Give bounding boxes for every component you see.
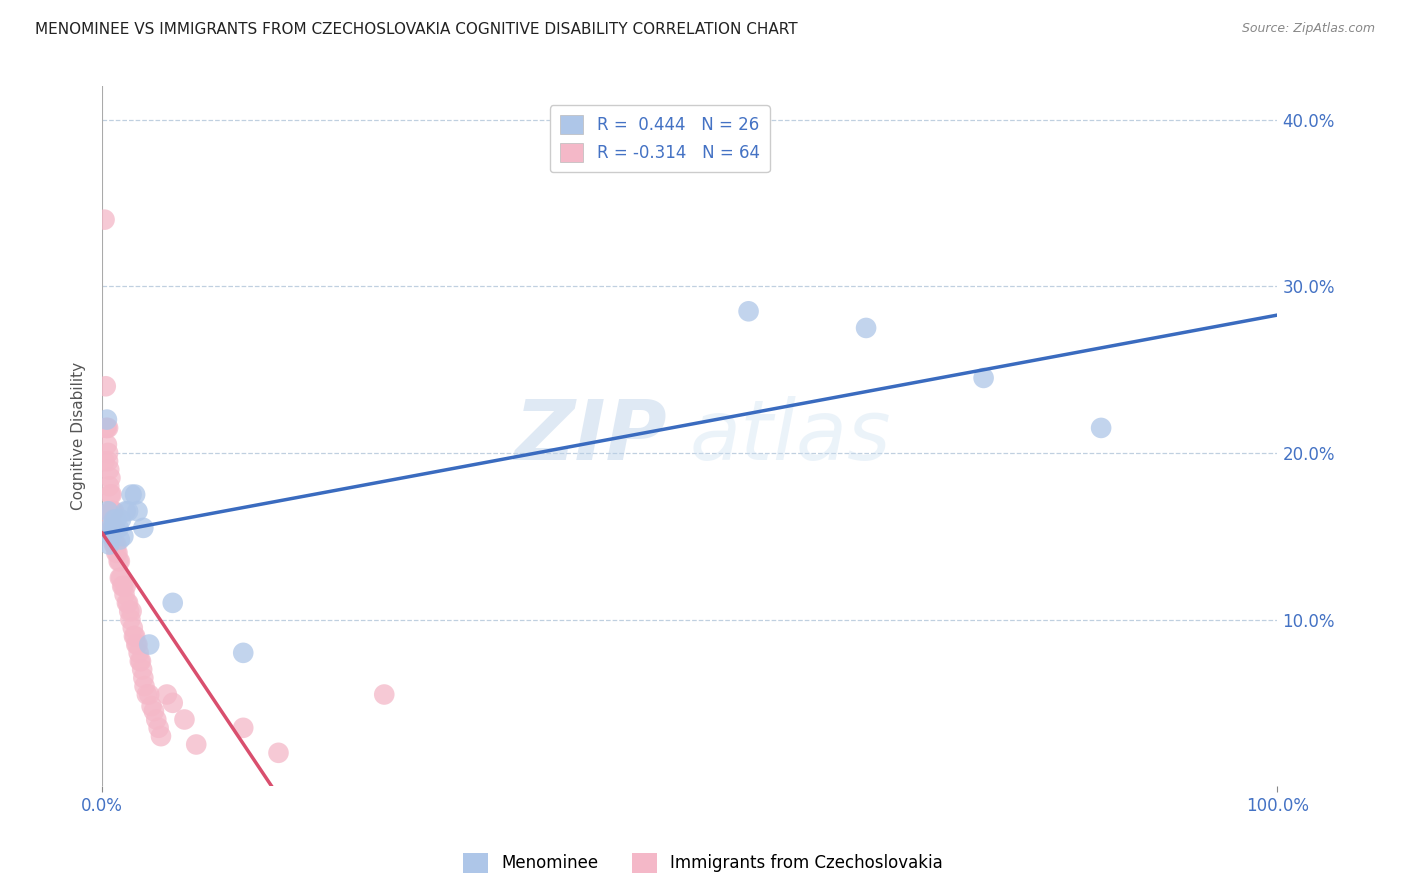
- Point: [142, 704, 165, 718]
- Point: [118, 604, 141, 618]
- Point: [1090, 421, 1112, 435]
- Point: [162, 596, 184, 610]
- Legend: R =  0.444   N = 26, R = -0.314   N = 64: R = 0.444 N = 26, R = -0.314 N = 64: [550, 105, 769, 172]
- Point: [115, 596, 138, 610]
- Point: [110, 512, 132, 526]
- Point: [973, 371, 995, 385]
- Point: [121, 604, 143, 618]
- Text: ZIP: ZIP: [513, 396, 666, 476]
- Point: [110, 571, 132, 585]
- Text: atlas: atlas: [690, 396, 891, 476]
- Point: [107, 521, 129, 535]
- Point: [98, 462, 121, 476]
- Point: [186, 738, 208, 752]
- Point: [156, 688, 179, 702]
- Point: [97, 446, 120, 460]
- Point: [135, 688, 157, 702]
- Point: [107, 546, 129, 560]
- Point: [100, 521, 122, 535]
- Point: [120, 613, 142, 627]
- Point: [128, 646, 150, 660]
- Point: [101, 504, 124, 518]
- Point: [232, 646, 254, 660]
- Point: [103, 512, 125, 526]
- Point: [107, 554, 129, 568]
- Point: [108, 533, 131, 547]
- Point: [138, 688, 160, 702]
- Point: [94, 379, 117, 393]
- Point: [96, 421, 118, 435]
- Point: [737, 304, 759, 318]
- Point: [93, 454, 115, 468]
- Point: [94, 421, 117, 435]
- Point: [100, 504, 122, 518]
- Point: [122, 629, 145, 643]
- Point: [104, 537, 127, 551]
- Point: [114, 588, 136, 602]
- Point: [105, 546, 128, 560]
- Point: [149, 729, 172, 743]
- Point: [103, 504, 125, 518]
- Point: [141, 699, 163, 714]
- Point: [93, 512, 115, 526]
- Point: [121, 487, 143, 501]
- Point: [98, 537, 121, 551]
- Point: [100, 504, 122, 518]
- Point: [125, 638, 148, 652]
- Point: [114, 504, 136, 518]
- Point: [173, 713, 195, 727]
- Point: [96, 437, 118, 451]
- Point: [98, 479, 121, 493]
- Point: [108, 554, 131, 568]
- Point: [267, 746, 290, 760]
- Text: Source: ZipAtlas.com: Source: ZipAtlas.com: [1241, 22, 1375, 36]
- Point: [93, 212, 115, 227]
- Point: [100, 487, 122, 501]
- Point: [105, 512, 128, 526]
- Point: [131, 663, 153, 677]
- Point: [148, 721, 170, 735]
- Point: [117, 596, 139, 610]
- Point: [162, 696, 184, 710]
- Point: [100, 487, 122, 501]
- Point: [138, 638, 160, 652]
- Point: [117, 504, 139, 518]
- Point: [132, 671, 155, 685]
- Y-axis label: Cognitive Disability: Cognitive Disability: [72, 362, 86, 510]
- Point: [128, 654, 150, 668]
- Point: [104, 521, 127, 535]
- Point: [129, 654, 152, 668]
- Point: [127, 504, 149, 518]
- Point: [232, 721, 254, 735]
- Point: [97, 504, 120, 518]
- Point: [121, 621, 143, 635]
- Point: [100, 471, 122, 485]
- Legend: Menominee, Immigrants from Czechoslovakia: Menominee, Immigrants from Czechoslovaki…: [457, 847, 949, 880]
- Point: [96, 412, 118, 426]
- Point: [100, 529, 122, 543]
- Text: MENOMINEE VS IMMIGRANTS FROM CZECHOSLOVAKIA COGNITIVE DISABILITY CORRELATION CHA: MENOMINEE VS IMMIGRANTS FROM CZECHOSLOVA…: [35, 22, 797, 37]
- Point: [103, 537, 125, 551]
- Point: [105, 537, 128, 551]
- Point: [127, 638, 149, 652]
- Point: [112, 529, 135, 543]
- Point: [103, 521, 125, 535]
- Point: [101, 521, 124, 535]
- Point: [132, 521, 155, 535]
- Point: [112, 579, 135, 593]
- Point: [111, 579, 134, 593]
- Point: [97, 454, 120, 468]
- Point: [97, 421, 120, 435]
- Point: [108, 571, 131, 585]
- Point: [855, 321, 877, 335]
- Point: [373, 688, 395, 702]
- Point: [124, 487, 146, 501]
- Point: [124, 629, 146, 643]
- Point: [134, 679, 156, 693]
- Point: [114, 579, 136, 593]
- Point: [104, 521, 127, 535]
- Point: [101, 521, 124, 535]
- Point: [145, 713, 167, 727]
